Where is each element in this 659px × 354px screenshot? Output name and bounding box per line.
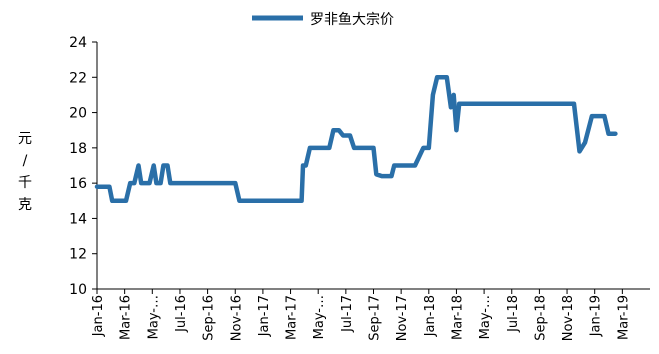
y-axis-label-char: 元 — [18, 131, 32, 147]
y-tick-label: 20 — [69, 106, 87, 122]
x-tick-label: Jan-16 — [91, 295, 106, 337]
y-tick-label: 22 — [69, 70, 87, 86]
x-tick-label: Mar-16 — [119, 295, 134, 340]
x-tick-label: Jan-17 — [257, 295, 272, 337]
x-tick-label: May-… — [478, 295, 493, 339]
x-tick-label: Nov-17 — [395, 295, 410, 341]
x-tick-label: Jul-18 — [506, 295, 521, 333]
x-tick-label: Jan-18 — [423, 295, 438, 337]
y-tick-label: 16 — [69, 176, 87, 192]
series-group — [94, 75, 618, 204]
x-tick-label: Jan-19 — [589, 295, 604, 337]
legend: 罗非鱼大宗价 — [252, 11, 394, 28]
x-tick-label: Sep-17 — [368, 295, 383, 341]
series-line-tilapia-price — [94, 75, 618, 204]
y-tick-label: 24 — [69, 35, 87, 51]
y-tick-label: 18 — [69, 141, 87, 157]
y-axis-label: 元 / 千克 — [18, 131, 32, 213]
y-tick-label: 10 — [69, 282, 87, 298]
y-tick-label: 12 — [69, 247, 87, 263]
x-tick-label: May-… — [312, 295, 327, 339]
x-tick-label: Mar-19 — [616, 295, 631, 340]
x-tick-label: Mar-18 — [450, 295, 465, 340]
x-tick-label: Sep-16 — [202, 295, 217, 341]
y-axis-label-char: / — [23, 153, 28, 169]
x-tick-label: May-… — [146, 295, 161, 339]
y-axis: 10 12 14 16 18 20 22 24 — [69, 35, 98, 298]
x-tick-label: Sep-18 — [533, 295, 548, 341]
x-axis: Jan-16 Mar-16 May-… Jul-16 Sep-16 Nov-16 Jan-1… — [91, 288, 650, 341]
x-tick-label: Nov-16 — [229, 295, 244, 341]
y-axis-label-char: 千 — [18, 175, 32, 191]
x-tick-label: Mar-17 — [285, 295, 300, 340]
x-tick-label: Jul-17 — [340, 295, 355, 333]
x-tick-label: Nov-18 — [561, 295, 576, 341]
x-tick-label: Jul-16 — [174, 295, 189, 333]
legend-label: 罗非鱼大宗价 — [310, 11, 394, 28]
y-axis-label-char: 克 — [18, 197, 32, 213]
y-tick-label: 14 — [69, 211, 87, 227]
